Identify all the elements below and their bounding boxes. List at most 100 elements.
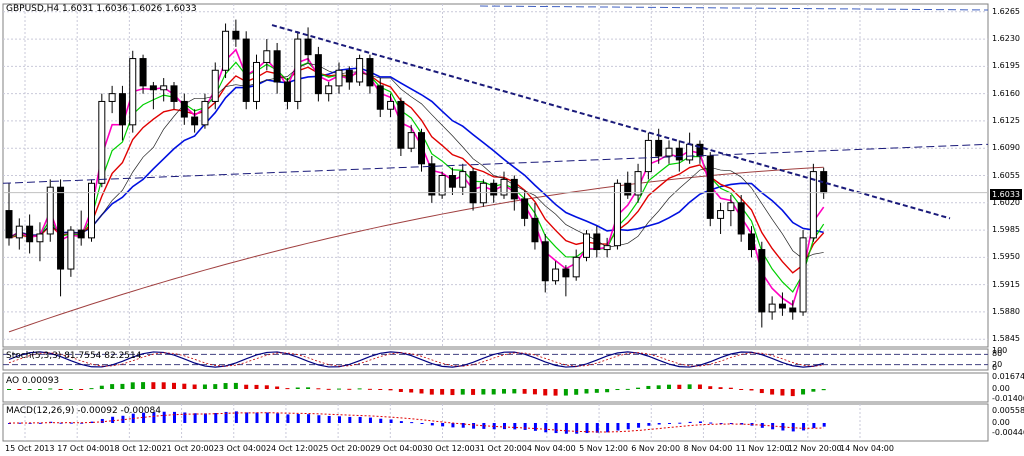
candle (438, 175, 446, 196)
candle (201, 100, 209, 126)
quote-label: 1.6031 1.6036 1.6026 1.6033 (62, 4, 197, 14)
candle (418, 132, 425, 165)
macd-bar (389, 419, 393, 423)
candle (758, 249, 766, 313)
time-tick-label: 31 Oct 20:00 (474, 444, 527, 453)
macd-bar (688, 421, 692, 423)
candle (748, 233, 755, 251)
candle (57, 186, 65, 270)
ao-bar (48, 388, 53, 390)
candle (706, 155, 714, 219)
macd-bar (410, 422, 414, 424)
ao-bar (594, 389, 599, 393)
ao-bar (120, 383, 125, 389)
ao-bar (481, 389, 486, 395)
macd-bar (214, 413, 218, 423)
macd-bar (379, 418, 383, 423)
ma-red-line (8, 66, 825, 274)
time-tick-label: 11 Nov 12:00 (735, 444, 790, 453)
ao-bar (667, 384, 671, 389)
ma-dark-line (8, 62, 824, 260)
candle (366, 58, 374, 87)
ao-bar (244, 384, 249, 389)
ao-bar (398, 389, 403, 392)
stoch-signal-line (8, 352, 824, 367)
candle (356, 58, 364, 83)
ao-bar (780, 389, 785, 396)
ao-bar (718, 387, 723, 389)
macd-bar (142, 412, 146, 423)
macd-bar (626, 423, 630, 430)
macd-bar (121, 415, 125, 423)
macd-level-label: 0.00558 (992, 406, 1024, 415)
price-tick-label: 1.5880 (992, 306, 1020, 316)
macd-bar (523, 423, 527, 430)
candle (5, 210, 13, 239)
candle (211, 69, 219, 102)
macd-bar (100, 418, 104, 423)
ao-pane-frame (2, 372, 989, 403)
candle (108, 93, 116, 102)
candle (500, 178, 508, 196)
time-tick-label: 23 Oct 04:00 (213, 444, 266, 453)
macd-bar (90, 421, 94, 423)
ao-bar (130, 382, 135, 389)
price-tick-label: 1.6020 (992, 197, 1020, 207)
macd-bar (812, 423, 816, 429)
price-tick-label: 1.5985 (992, 225, 1020, 235)
candle (624, 182, 632, 196)
ao-bar (172, 382, 176, 389)
price-tick-label: 1.6125 (992, 115, 1020, 125)
macd-signal-line (8, 412, 824, 433)
stoch-level-label: 80 (992, 349, 1003, 359)
ao-bar (68, 389, 73, 390)
macd-bar (296, 414, 300, 423)
ao-bar (821, 389, 826, 391)
ao-bar (749, 389, 754, 391)
candle (98, 100, 106, 184)
macd-bar (461, 423, 465, 428)
candle (273, 50, 281, 83)
macd-bar (162, 411, 166, 423)
macd-bar (668, 423, 671, 424)
macd-bar (554, 423, 558, 434)
candle (139, 58, 147, 87)
macd-bar (80, 422, 84, 424)
candle (541, 241, 549, 282)
macd-level-label: -0.00446 (992, 427, 1024, 437)
ao-bar (728, 387, 733, 389)
time-tick-label: 21 Oct 20:00 (161, 444, 214, 453)
candle (77, 229, 85, 239)
candle (562, 268, 570, 278)
candle (686, 143, 694, 161)
candle (789, 307, 797, 313)
macd-bar (8, 423, 11, 424)
time-tick-label: 15 Oct 2013 (5, 444, 55, 453)
candle (191, 116, 199, 126)
ao-bar (790, 389, 795, 397)
ao-bar (347, 388, 352, 390)
candle (552, 268, 560, 282)
candle (304, 38, 312, 56)
ao-bar (471, 389, 476, 395)
ao-bar (409, 389, 414, 393)
ao-bar (275, 386, 280, 389)
ao-bar (254, 384, 259, 389)
ao-bar (419, 389, 424, 394)
macd-bar (173, 411, 176, 423)
time-tick-label: 4 Nov 04:00 (526, 444, 576, 453)
ao-bar (378, 389, 383, 390)
ao-bar (182, 383, 187, 389)
candle (655, 139, 663, 157)
macd-bar (719, 423, 723, 424)
ao-bar (110, 384, 115, 389)
candle (459, 171, 467, 188)
candle (242, 38, 250, 102)
ao-bar (522, 389, 527, 394)
ao-bar (295, 387, 300, 389)
ao-bar (646, 385, 651, 389)
macd-bar (564, 423, 568, 434)
candle (253, 61, 260, 102)
